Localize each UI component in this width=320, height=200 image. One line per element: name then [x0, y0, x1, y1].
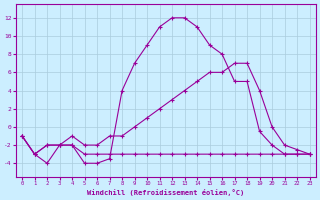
- X-axis label: Windchill (Refroidissement éolien,°C): Windchill (Refroidissement éolien,°C): [87, 189, 244, 196]
